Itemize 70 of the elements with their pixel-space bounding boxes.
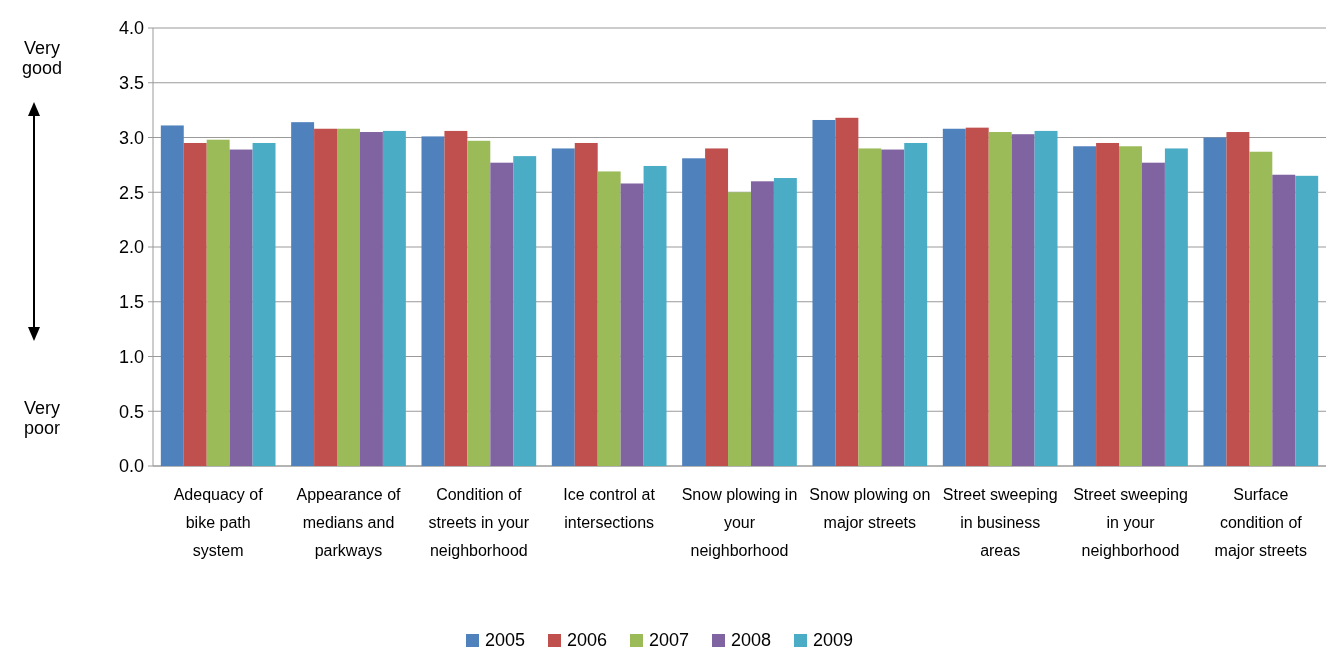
x-tick-label: Surface condition of major streets xyxy=(1214,486,1308,559)
bar xyxy=(1073,146,1097,466)
bar xyxy=(1226,132,1250,466)
y-tick-label: 2.0 xyxy=(118,237,144,258)
bar xyxy=(728,192,751,466)
bar xyxy=(643,165,667,466)
text: Very good xyxy=(21,38,63,78)
bar xyxy=(206,139,230,466)
bar xyxy=(314,128,338,466)
bar xyxy=(942,128,966,466)
bar xyxy=(620,183,644,466)
bar xyxy=(421,136,445,466)
y-tick-label: 1.5 xyxy=(118,292,144,313)
bar xyxy=(1164,148,1188,466)
bar xyxy=(812,119,836,466)
y-tick-label: 3.5 xyxy=(118,73,144,94)
x-tick-label: Snow plowing in your neighborhood xyxy=(681,486,798,559)
bar xyxy=(183,142,207,466)
y-tick-label: 4.0 xyxy=(118,18,144,39)
bar xyxy=(252,142,276,466)
bar xyxy=(382,130,406,466)
legend-label: 2005 xyxy=(485,630,526,650)
bar xyxy=(835,117,859,466)
bar xyxy=(773,178,797,466)
bar xyxy=(904,142,928,466)
bar xyxy=(359,132,383,466)
text: Very poor xyxy=(23,398,61,438)
bar xyxy=(597,171,621,466)
bar xyxy=(513,156,537,466)
bar xyxy=(1272,174,1296,466)
bar xyxy=(1119,146,1142,466)
bar xyxy=(965,127,989,466)
bar xyxy=(1203,137,1227,466)
y-tick-label: 1.0 xyxy=(118,346,144,367)
bar xyxy=(337,128,360,466)
legend-label: 2006 xyxy=(567,630,608,650)
bar xyxy=(160,125,184,466)
bar xyxy=(229,149,253,466)
bar xyxy=(490,162,514,466)
bar xyxy=(1249,151,1273,466)
x-tick-label: Condition of streets in your neighborhood xyxy=(428,486,530,559)
x-tick-label: Adequacy of bike path system xyxy=(173,486,264,559)
bar xyxy=(444,130,468,466)
x-tick-label: Snow plowing on major streets xyxy=(809,486,931,531)
bar xyxy=(705,148,729,466)
bar xyxy=(858,148,882,466)
x-tick-label: Street sweeping in business areas xyxy=(942,486,1058,559)
bar xyxy=(1096,142,1120,466)
bar xyxy=(1141,162,1165,466)
bar xyxy=(551,148,575,466)
legend-label: 2009 xyxy=(813,630,854,650)
bar xyxy=(291,122,315,466)
bar xyxy=(574,142,598,466)
bar xyxy=(1034,130,1058,466)
y-tick-label: 0.5 xyxy=(118,401,144,422)
y-tick-label: 2.5 xyxy=(118,182,144,203)
legend-label: 2007 xyxy=(649,630,690,650)
bar xyxy=(467,140,491,466)
bar xyxy=(682,158,706,466)
x-tick-label: Street sweeping in your neighborhood xyxy=(1073,486,1188,559)
bar xyxy=(881,149,905,466)
x-tick-label: Appearance of medians and parkways xyxy=(296,486,402,559)
legend-label: 2008 xyxy=(731,630,772,650)
bar xyxy=(988,132,1012,466)
bar xyxy=(1295,175,1319,466)
x-tick-label: Ice control at intersections xyxy=(563,486,656,531)
bar xyxy=(750,181,774,466)
bar xyxy=(1011,134,1035,466)
y-tick-label: 0.0 xyxy=(118,456,144,477)
y-tick-label: 3.0 xyxy=(118,127,144,148)
